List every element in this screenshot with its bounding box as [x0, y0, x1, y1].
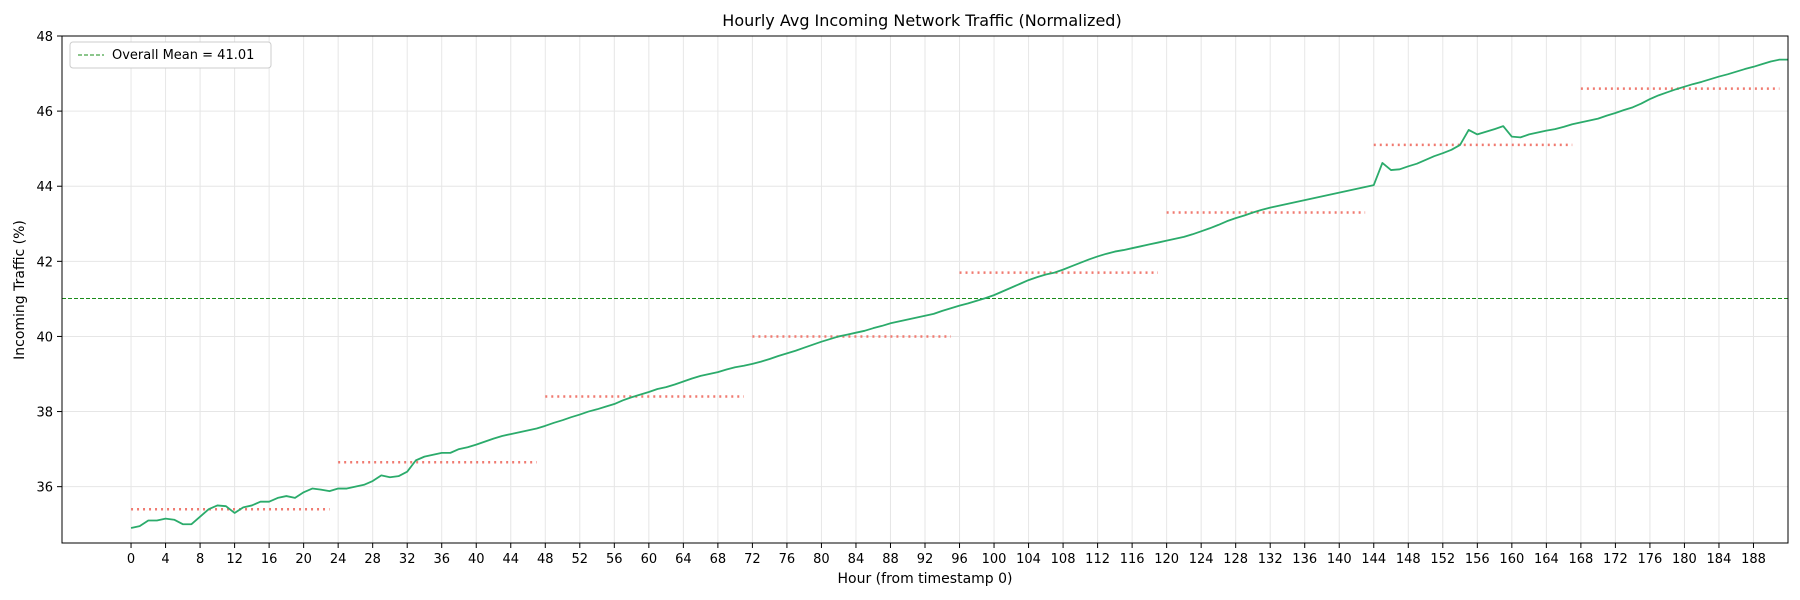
x-tick-label: 4	[161, 552, 169, 567]
x-tick-label: 180	[1672, 552, 1697, 567]
x-tick-label: 92	[917, 552, 934, 567]
series-layer	[130, 58, 1788, 529]
y-axis-label: Incoming Traffic (%)	[12, 220, 28, 360]
chart-title: Hourly Avg Incoming Network Traffic (Nor…	[722, 11, 1121, 30]
x-tick-label: 132	[1258, 552, 1283, 567]
x-tick-label: 104	[1016, 552, 1041, 567]
traffic-series-line	[130, 58, 1788, 529]
x-tick-label: 172	[1603, 552, 1628, 567]
x-tick-label: 120	[1154, 552, 1179, 567]
y-axis: 36 38 40 42 44 46 48	[36, 30, 62, 496]
y-tick-label: 38	[36, 406, 53, 421]
y-tick-label: 40	[36, 330, 53, 345]
x-tick-label: 8	[196, 552, 204, 567]
x-tick-label: 124	[1189, 552, 1214, 567]
x-tick-label: 28	[364, 552, 381, 567]
x-tick-label: 176	[1638, 552, 1663, 567]
x-tick-label: 80	[813, 552, 830, 567]
x-tick-label: 20	[295, 552, 312, 567]
x-tick-label: 32	[399, 552, 416, 567]
x-tick-label: 156	[1465, 552, 1490, 567]
legend-mean-label: Overall Mean = 41.01	[112, 48, 254, 63]
legend-box	[69, 41, 272, 69]
x-tick-label: 164	[1534, 552, 1559, 567]
x-tick-label: 56	[606, 552, 623, 567]
x-tick-label: 112	[1085, 552, 1110, 567]
x-tick-label: 40	[468, 552, 485, 567]
x-tick-label: 184	[1707, 552, 1732, 567]
x-tick-label: 160	[1499, 552, 1524, 567]
x-tick-label: 152	[1430, 552, 1455, 567]
legend: Overall Mean = 41.01	[69, 41, 272, 69]
y-tick-label: 44	[36, 180, 53, 195]
x-tick-label: 100	[982, 552, 1007, 567]
x-tick-label: 16	[261, 552, 278, 567]
y-tick-label: 42	[36, 255, 53, 270]
x-axis-label: Hour (from timestamp 0)	[838, 571, 1013, 587]
y-tick-label: 36	[36, 481, 53, 496]
x-tick-label: 128	[1223, 552, 1248, 567]
x-tick-label: 52	[572, 552, 589, 567]
x-tick-label: 68	[710, 552, 727, 567]
x-tick-label: 12	[226, 552, 243, 567]
x-tick-label: 76	[779, 552, 796, 567]
x-tick-label: 188	[1741, 552, 1766, 567]
x-axis: 0 4 8 12 16 20 24 28 32 36 40 44 48 52 56 60 64 68 72 76 80 8…	[127, 543, 1766, 567]
x-tick-label: 116	[1120, 552, 1145, 567]
y-tick-label: 46	[36, 105, 53, 120]
x-tick-label: 88	[882, 552, 899, 567]
x-tick-label: 0	[127, 552, 135, 567]
x-tick-label: 84	[848, 552, 865, 567]
x-tick-label: 168	[1568, 552, 1593, 567]
x-tick-label: 44	[502, 552, 519, 567]
x-tick-label: 140	[1327, 552, 1352, 567]
x-tick-label: 24	[330, 552, 347, 567]
x-tick-label: 48	[537, 552, 554, 567]
x-tick-label: 136	[1292, 552, 1317, 567]
x-tick-label: 72	[744, 552, 761, 567]
x-tick-label: 64	[675, 552, 692, 567]
x-tick-label: 108	[1051, 552, 1076, 567]
x-tick-label: 36	[433, 552, 450, 567]
x-tick-label: 148	[1396, 552, 1421, 567]
grid	[62, 35, 1788, 543]
x-tick-label: 96	[951, 552, 968, 567]
x-tick-label: 60	[641, 552, 658, 567]
y-tick-label: 48	[36, 30, 53, 45]
x-tick-label: 144	[1361, 552, 1386, 567]
